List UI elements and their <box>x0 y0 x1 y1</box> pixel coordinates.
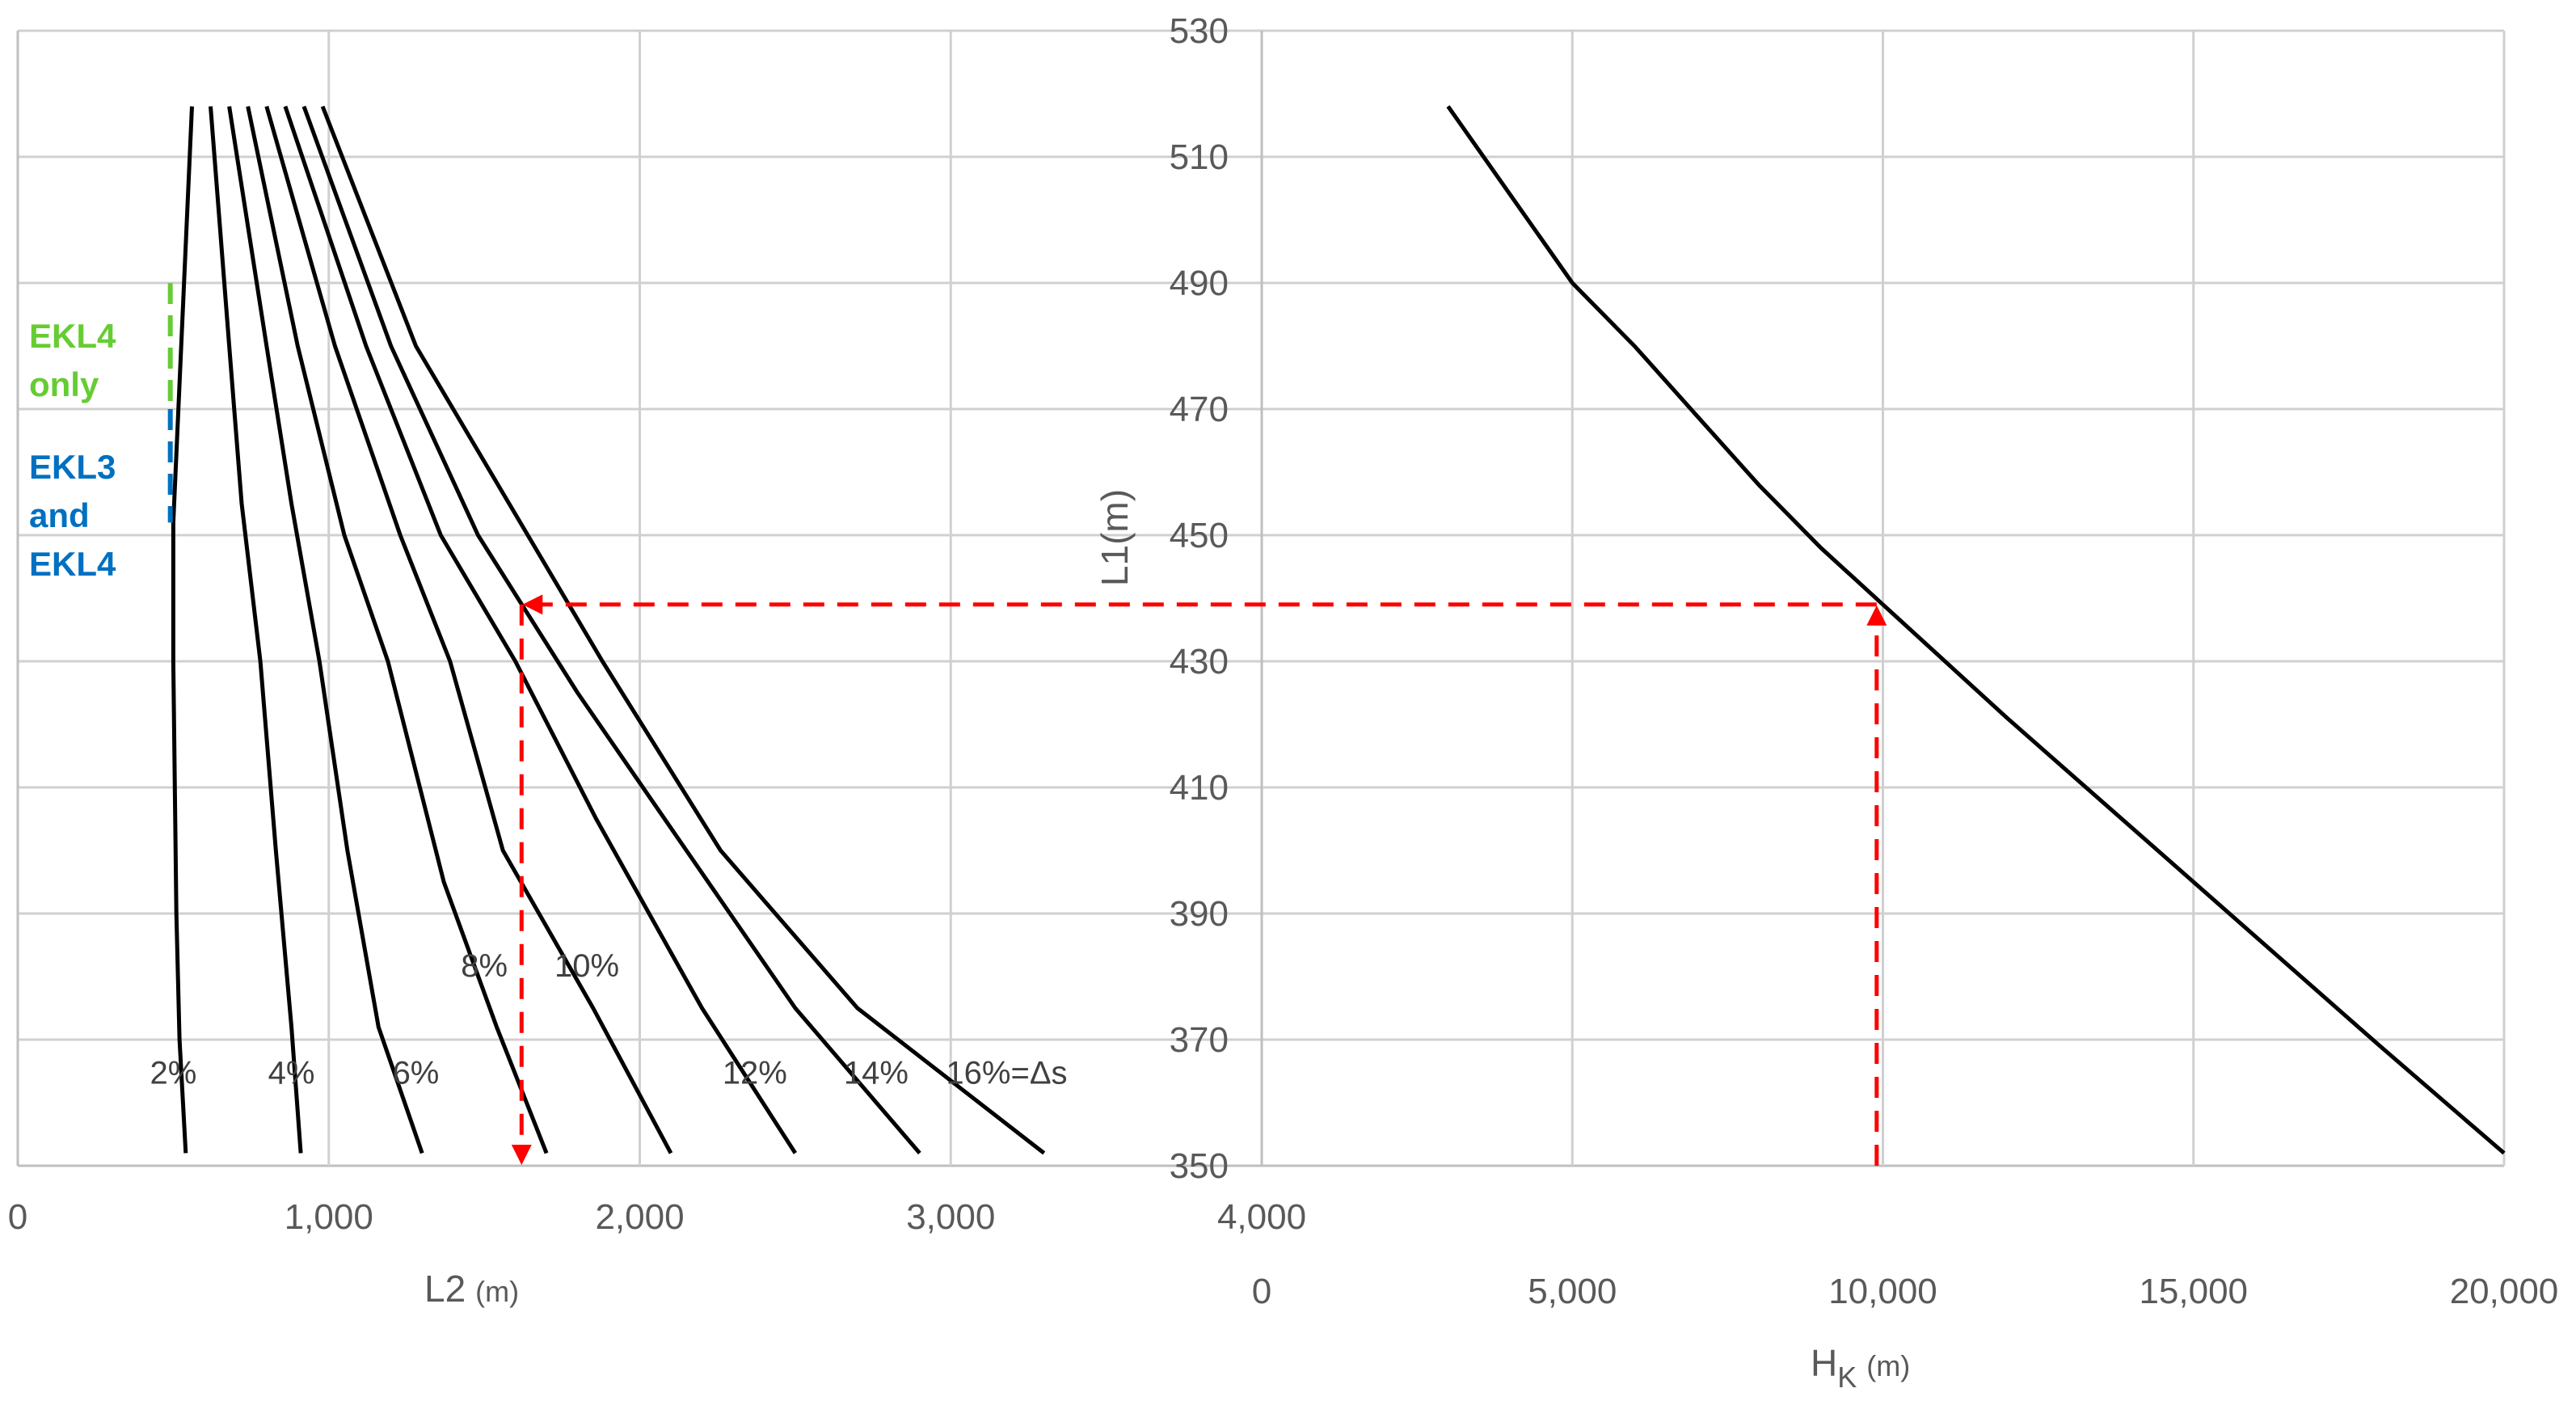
l2-curve-6 <box>283 105 798 1154</box>
curve-label: 8% <box>461 948 508 984</box>
l1-tick-label: 530 <box>1170 11 1229 51</box>
l2-curve-2 <box>209 106 303 1154</box>
l2-tick-label: 3,000 <box>906 1197 995 1237</box>
l1-tick-label: 350 <box>1170 1146 1229 1186</box>
l2-tick-label: 2,000 <box>595 1197 684 1237</box>
l1-axis-title: L1(m) <box>1094 489 1136 586</box>
l1-tick-label: 450 <box>1170 516 1229 555</box>
curve-label: 12% <box>723 1056 787 1091</box>
zone-label: and <box>29 496 90 534</box>
hk-curve <box>1446 105 2506 1155</box>
curve-label: 4% <box>268 1056 315 1091</box>
hk-tick-label: 0 <box>1252 1272 1271 1311</box>
l2-curve-8 <box>320 105 1046 1155</box>
l1-tick-label: 370 <box>1170 1020 1229 1060</box>
l2-curve-7 <box>301 105 921 1155</box>
l2-curve-3 <box>227 106 424 1154</box>
curve-label: 2% <box>150 1056 196 1091</box>
l1-tick-label: 510 <box>1170 137 1229 177</box>
l2-curve-5 <box>264 105 673 1154</box>
l2-curve-1 <box>171 106 194 1154</box>
l2-axis-title: L2 (m) <box>424 1268 519 1310</box>
l1-tick-label: 390 <box>1170 894 1229 934</box>
zone-label: EKL4 <box>29 545 116 583</box>
l2-curve-4 <box>246 106 549 1154</box>
l1-tick-label: 490 <box>1170 264 1229 303</box>
l2-tick-label: 1,000 <box>285 1197 373 1237</box>
hk-axis-title: HK (m) <box>1811 1342 1910 1394</box>
l2-tick-label: 0 <box>8 1197 27 1237</box>
curve-label: 6% <box>393 1056 440 1091</box>
hk-tick-label: 5,000 <box>1528 1272 1617 1311</box>
curves <box>171 105 2506 1155</box>
l2-tick-label: 4,000 <box>1217 1197 1306 1237</box>
zone-label: EKL3 <box>29 448 116 486</box>
l1-tick-label: 410 <box>1170 768 1229 808</box>
l1-tick-label: 430 <box>1170 642 1229 682</box>
labels: 2% 4% 6% 8% 10% 12% 14% 16%=Δs EKL4 only EKL3 and EK… <box>8 11 2559 1394</box>
zone-label: EKL4 <box>29 317 116 355</box>
guide-lines <box>511 594 1887 1166</box>
zone-label: only <box>29 365 99 403</box>
hk-tick-label: 10,000 <box>1828 1272 1937 1311</box>
l1-tick-label: 470 <box>1170 390 1229 429</box>
hk-tick-label: 20,000 <box>2450 1272 2559 1311</box>
curve-label: 14% <box>844 1056 909 1091</box>
curve-label: 10% <box>554 948 619 984</box>
hk-tick-label: 15,000 <box>2139 1272 2248 1311</box>
grid <box>16 29 2506 1167</box>
curve-label: 16%=Δs <box>946 1056 1067 1091</box>
